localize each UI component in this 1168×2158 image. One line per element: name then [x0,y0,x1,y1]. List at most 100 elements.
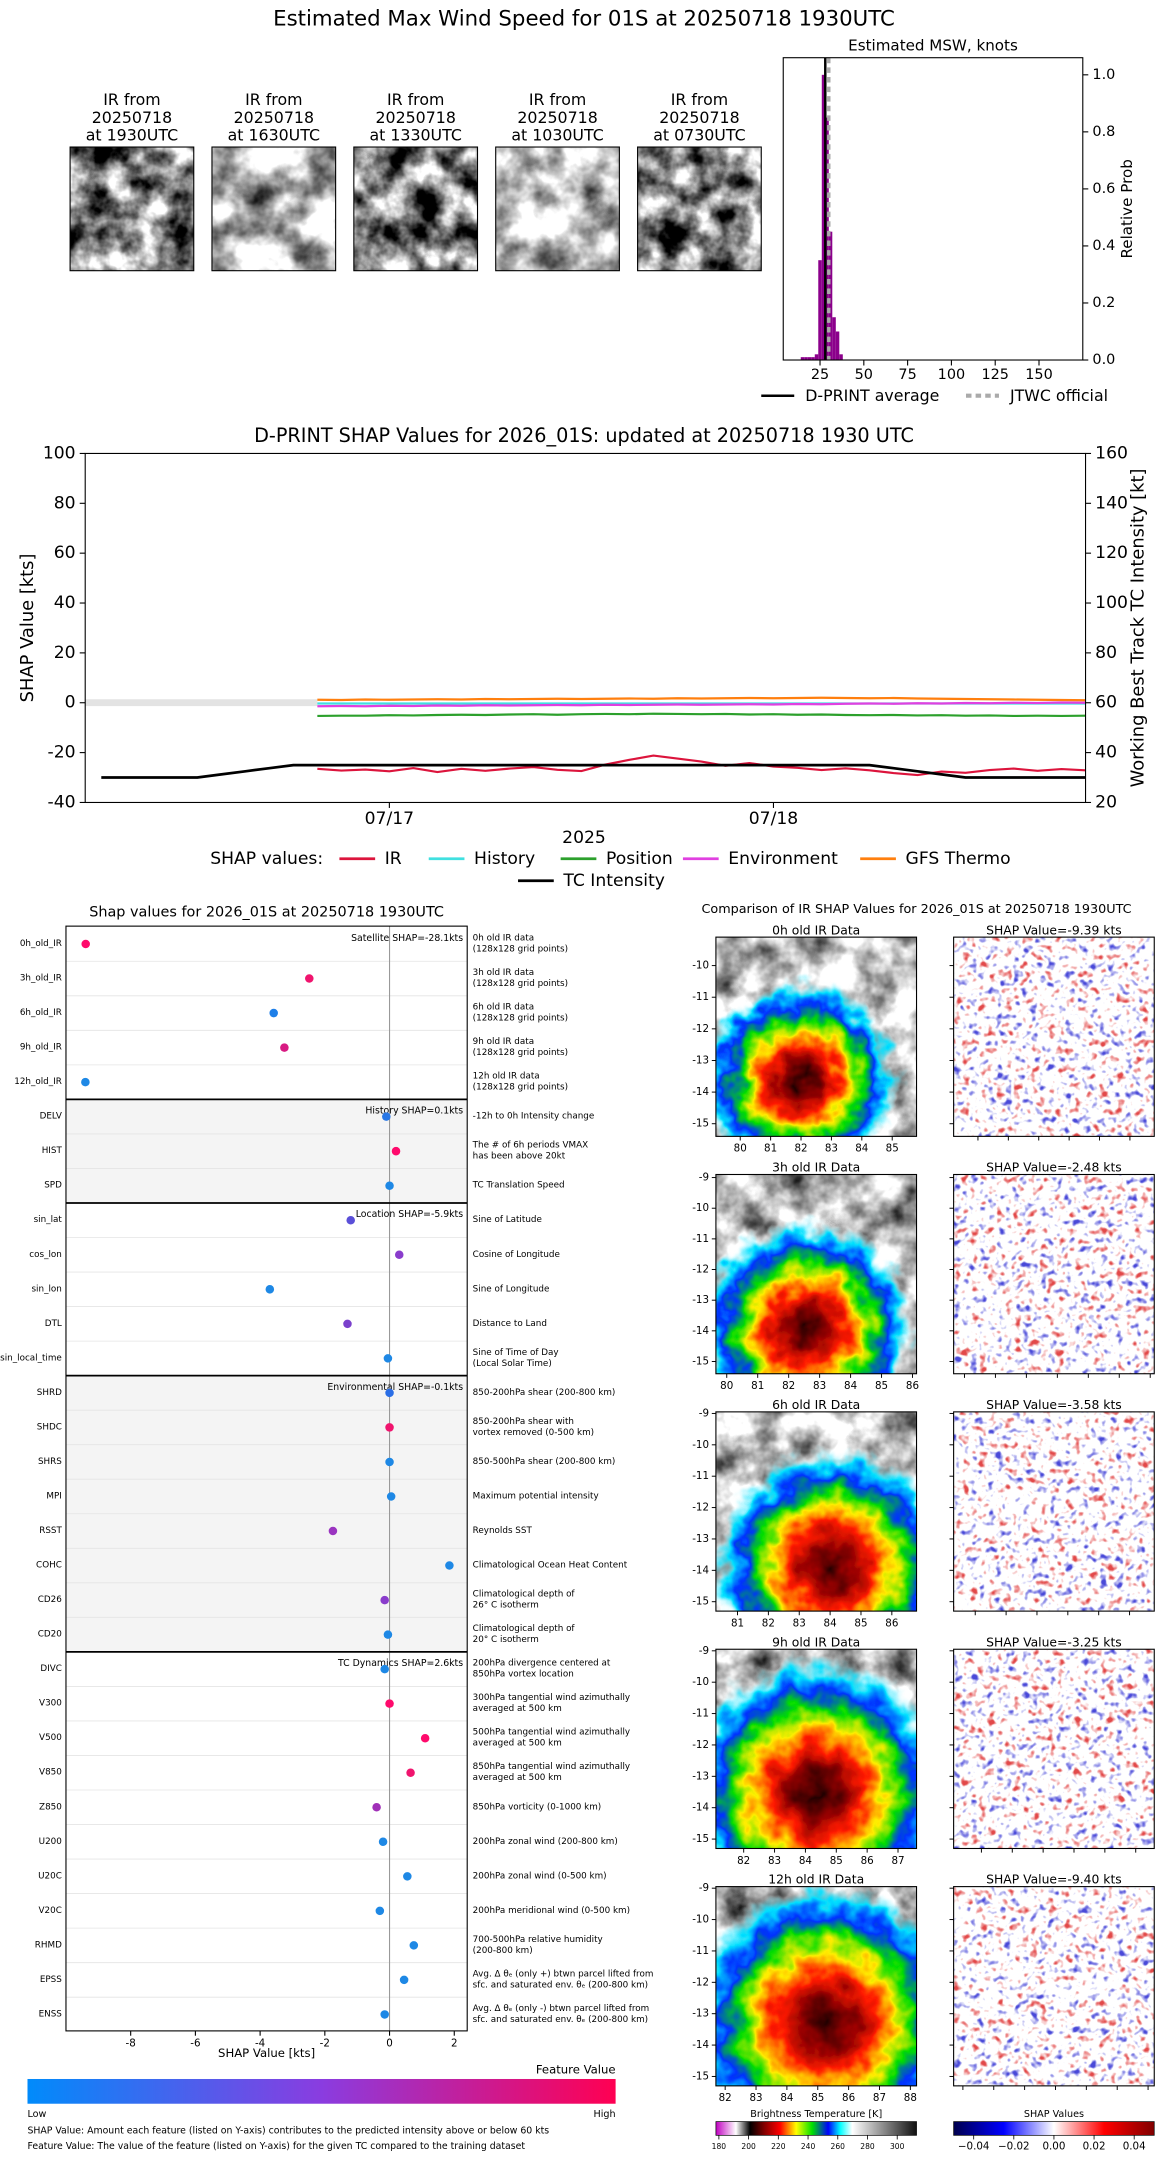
feature-description: Cosine of Longitude [473,1250,560,1260]
y-tick-label: -15 [692,2070,709,2082]
y-tick-label: -11 [692,1945,709,1957]
group-label: TC Dynamics SHAP=2.6kts [337,1658,463,1669]
x-tick-label: 85 [886,1143,899,1155]
colorbar-label: SHAP Values [1024,2109,1084,2120]
feature-label: RHMD [35,1940,62,1950]
group-band [65,1651,468,2031]
shap-dot [406,1768,415,1777]
shap-dot [305,974,314,983]
y-tick-label: -10 [692,1914,709,1926]
colorbar-tick-label: 0.00 [1042,2140,1065,2152]
feature-label: SHRD [37,1388,62,1398]
shap-map-blue [953,1886,1155,2086]
shap-dot [383,1354,393,1363]
feature-label: V20C [39,1906,62,1916]
series-line [317,696,1086,702]
x-tick-label: 81 [731,1617,744,1629]
shap-dot [399,1975,409,1985]
y2-tick-label: 160 [1095,443,1128,463]
shap-dot [81,939,90,949]
y2-tick-label: 80 [1095,643,1117,663]
colorbar-label: Feature Value [536,2062,616,2076]
feature-label: SHRS [38,1457,62,1467]
feature-description-line: 850-500hPa shear (200-800 km) [473,1457,616,1467]
shap-frame [953,1411,1155,1612]
feature-description-line: Distance to Land [473,1319,547,1329]
y-tick-label: 80 [54,493,76,513]
feature-description-line: averaged at 500 km [473,1704,562,1714]
ir-image [715,1649,917,1849]
thumbnail-label-line: at 0730UTC [653,125,745,144]
shap-panel-title: SHAP Value=-2.48 kts [986,1161,1122,1175]
feature-description: Climatological depth of 26° C isotherm [473,1590,576,1611]
shap-dot [383,1630,393,1639]
feature-description: 3h old IR data (128x128 grid points) [473,968,568,989]
colorbar-tick-label: 300 [890,2142,905,2151]
feature-description-line: 200hPa zonal wind (0-500 km) [473,1871,607,1881]
x-tick-label: 82 [762,1617,775,1629]
footnote: SHAP Value: Amount each feature (listed … [27,2126,549,2137]
feature-description-line: (128x128 grid points) [473,979,568,989]
ir-storm [715,1446,917,1612]
feature-description-line: Sine of Longitude [473,1284,550,1294]
y-tick-label: -40 [48,792,76,812]
feature-description: 850hPa tangential wind azimuthally averag… [473,1762,630,1783]
x-tick-label: 125 [981,367,1009,383]
feature-label: SPD [44,1181,62,1191]
shap-frame [953,1173,1155,1375]
colorbar-tick-label: 260 [831,2142,846,2151]
feature-description-line: Avg. Δ θₑ (only -) btwn parcel lifted fr… [473,2004,650,2014]
ir-storm [715,980,901,1137]
shap-dot [385,1388,394,1398]
ir-frame [715,936,918,1137]
x-tick-label: 85 [875,1380,888,1392]
ir-panel-title: 3h old IR Data [772,1161,860,1175]
colorbar-low: Low [27,2109,46,2120]
shap-dot [380,1595,389,1605]
shap-dot [385,1457,394,1467]
thumbnail-label: IR from 20250718 at 1030UTC [511,89,603,144]
y-tick-label: -14 [692,1802,709,1814]
y-tick-label: -13 [692,2008,709,2020]
y-tick-label: -15 [692,1355,709,1367]
hist-bar [804,357,808,361]
y-tick-label: 20 [54,643,76,663]
feature-label: CD20 [38,1630,62,1640]
feature-description: 200hPa divergence centered at 850hPa vort… [473,1659,611,1680]
feature-description: Sine of Latitude [473,1215,542,1225]
hist-bar [828,231,833,361]
thumbnail-label: IR from 20250718 at 0730UTC [653,89,745,144]
feature-label: sin_local_time [0,1353,62,1363]
chart-title: Shap values for 2026_01S at 20250718 193… [89,904,444,920]
feature-label: Z850 [39,1802,62,1812]
feature-description: Sine of Longitude [473,1284,550,1294]
y-tick-label: -10 [692,1439,709,1451]
shap-dot [403,1872,412,1881]
shap-frame [953,936,1155,1137]
feature-label: COHC [36,1561,62,1571]
x-tick-label: 84 [799,1855,812,1867]
x-tick-label: 150 [1025,367,1053,383]
thumbnail-label-line: 20250718 [517,107,597,126]
x-tick-label: -2 [320,2037,330,2049]
shap-dot [269,1008,278,1018]
hist-bar [821,74,826,361]
thumbnail-label-line: IR from [529,89,586,108]
y-tick-label: -14 [692,1086,709,1098]
shap-panel-title: SHAP Value=-3.25 kts [986,1635,1122,1649]
x-tick-label: 80 [720,1380,733,1392]
colorbar-tick-label: 180 [712,2142,727,2151]
y-tick-label: -14 [692,2039,709,2051]
y2-tick-label: 40 [1095,743,1117,763]
y2-tick-label: 140 [1095,493,1128,513]
shap-dot [385,1699,394,1708]
x-tick-label: 85 [854,1617,867,1629]
feature-description-line: (128x128 grid points) [473,944,568,954]
ir-image [715,937,917,1137]
legend-label: TC Intensity [562,871,665,891]
legend-title: SHAP values: [210,849,323,869]
x-tick-label: 75 [898,367,916,383]
feature-label: DTL [45,1319,62,1329]
